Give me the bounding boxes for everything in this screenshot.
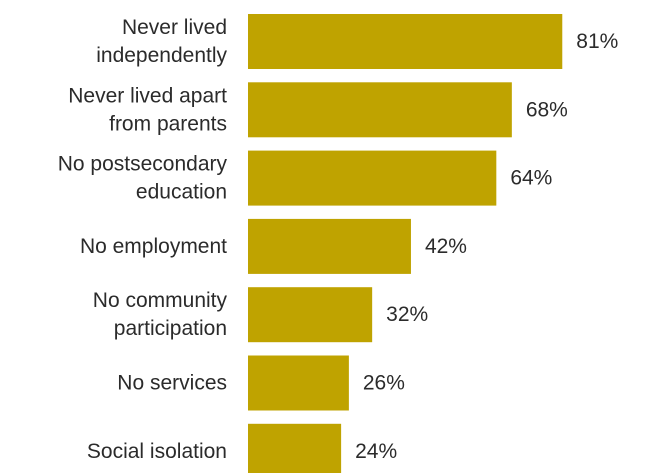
- category-label-5-line-0: No services: [117, 372, 227, 395]
- value-label-0: 81%: [576, 30, 618, 53]
- category-label-1-line-1: from parents: [109, 112, 227, 135]
- category-label-2-line-1: education: [136, 181, 227, 204]
- value-label-5: 26%: [363, 372, 405, 395]
- category-label-6-line-0: Social isolation: [87, 440, 227, 463]
- category-label-2-line-0: No postsecondary: [58, 153, 228, 176]
- bar-0: [248, 14, 563, 69]
- category-label-0-line-0: Never lived: [122, 16, 227, 39]
- value-label-6: 24%: [355, 440, 397, 463]
- category-labels-group: Never lived independently Never lived apar…: [58, 16, 228, 463]
- category-label-4-line-0: No community: [93, 289, 228, 312]
- value-label-2: 64%: [510, 167, 552, 190]
- bars-group: [248, 14, 563, 473]
- bar-6: [248, 423, 342, 473]
- category-label-4-line-1: participation: [114, 317, 227, 340]
- category-label-1-line-0: Never lived apart: [68, 84, 227, 107]
- bar-3: [248, 218, 411, 274]
- value-labels-group: 81% 68% 64% 42% 32% 26% 24%: [355, 30, 618, 463]
- value-label-4: 32%: [386, 303, 428, 326]
- category-label-3-line-0: No employment: [80, 235, 227, 258]
- bar-1: [248, 82, 512, 138]
- bar-2: [248, 150, 497, 206]
- value-label-1: 68%: [526, 98, 568, 121]
- category-label-0-line-1: independently: [96, 44, 227, 67]
- bar-5: [248, 355, 349, 411]
- value-label-3: 42%: [425, 235, 467, 258]
- bar-4: [248, 287, 373, 343]
